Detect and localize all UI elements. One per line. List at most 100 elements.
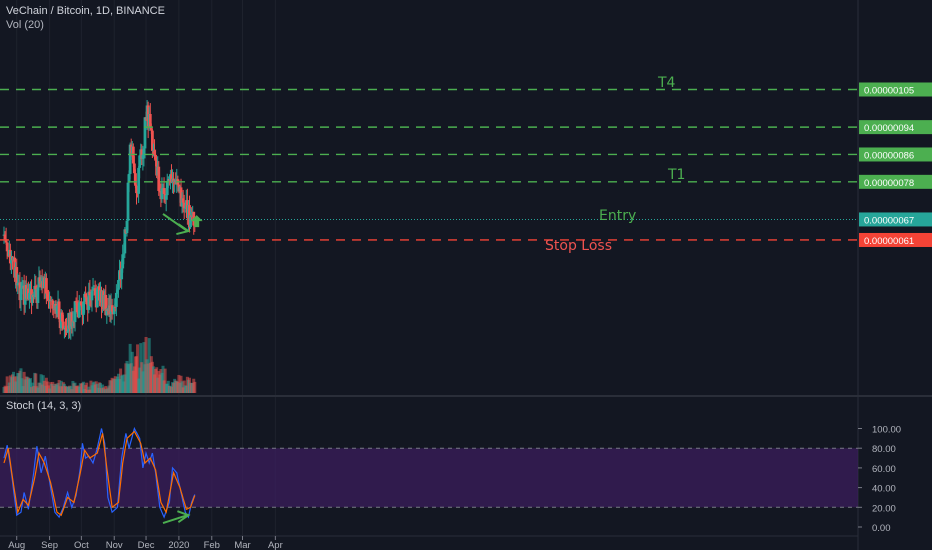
level-price-tag [859, 82, 932, 97]
candle [71, 311, 75, 337]
volume-bar [161, 365, 165, 393]
candle [57, 298, 61, 323]
last-price-tag [859, 212, 932, 227]
entry-arrow-icon[interactable] [190, 215, 203, 228]
candle [61, 314, 65, 330]
time-tick-label: 2020 [168, 540, 189, 550]
candle [51, 298, 55, 316]
volume-bar [163, 368, 167, 393]
candle [82, 301, 85, 324]
level-price-label: 0.00000086 [864, 150, 914, 161]
volume-bar [39, 374, 43, 393]
candle [70, 307, 74, 334]
stoch-divergence-arrowhead [177, 510, 191, 523]
time-tick-label: Mar [234, 540, 250, 550]
candle [143, 117, 147, 159]
candle [95, 287, 99, 308]
time-tick-label: Apr [268, 540, 283, 550]
candle [135, 184, 138, 205]
candle [20, 277, 24, 295]
level-price-tag [859, 232, 932, 247]
candle [182, 194, 186, 219]
candle [137, 166, 141, 203]
time-tick-label: Oct [74, 540, 89, 550]
candle [125, 219, 129, 237]
candle [181, 189, 185, 213]
volume-bar [34, 373, 38, 393]
candle [15, 258, 19, 292]
candle [158, 180, 162, 193]
candle [47, 289, 50, 309]
volume-bar [98, 382, 102, 393]
candle [90, 286, 94, 312]
candle [16, 273, 20, 295]
level-price-label: 0.00000105 [864, 86, 914, 97]
candle [55, 305, 59, 318]
candle [77, 295, 81, 319]
stoch-divergence-line [162, 514, 188, 525]
volume-bar [193, 381, 197, 393]
level-price-tag [859, 147, 932, 162]
symbol-legend: VeChain / Bitcoin, 1D, BINANCE [6, 5, 165, 17]
candle [151, 129, 154, 158]
candle [189, 208, 192, 229]
candle [138, 154, 142, 179]
volume-bar [29, 378, 32, 393]
time-tick-label: Feb [204, 540, 220, 550]
volume-bar [136, 344, 140, 393]
volume-bars [2, 336, 197, 393]
level-price-label: 0.00000094 [864, 123, 914, 134]
candle [75, 290, 79, 314]
candle [157, 161, 161, 196]
divergence-arrows[interactable] [162, 213, 191, 525]
candle [91, 277, 95, 296]
candle [34, 275, 38, 290]
candle [65, 317, 68, 336]
time-tick-label: Nov [106, 540, 123, 550]
stop-loss-label: Stop Loss [545, 238, 612, 254]
candlesticks [2, 99, 197, 340]
candle [88, 279, 92, 307]
stoch-tick-label: 40.00 [872, 484, 896, 495]
stoch-band [0, 448, 858, 508]
stoch-d-line [3, 430, 196, 517]
entry-label: Entry [599, 208, 637, 224]
stoch-tick-label: 0.00 [872, 523, 891, 534]
candle [19, 281, 23, 311]
candle [73, 300, 77, 332]
last-price-label: 0.00000067 [864, 215, 914, 226]
candle [93, 280, 97, 299]
candle [85, 292, 89, 306]
stoch-tick-label: 100.00 [872, 425, 901, 436]
level-price-tag [859, 120, 932, 135]
time-tick-label: Dec [138, 540, 155, 550]
target-t1-label: T1 [668, 167, 686, 183]
candle [5, 241, 9, 260]
volume-bar [5, 376, 9, 393]
stoch-legend: Stoch (14, 3, 3) [6, 400, 82, 412]
candle [134, 169, 137, 189]
time-tick-label: Aug [8, 540, 25, 550]
level-price-label: 0.00000061 [864, 236, 914, 247]
candle [142, 146, 146, 167]
stoch-tick-label: 80.00 [872, 444, 896, 455]
level-price-label: 0.00000078 [864, 178, 914, 189]
candle [148, 103, 152, 130]
candle [126, 174, 130, 231]
candle [64, 318, 67, 338]
candle [112, 298, 116, 326]
level-price-tag [859, 174, 932, 189]
candle [38, 270, 42, 288]
volume-legend: Vol (20) [6, 19, 44, 31]
candle [87, 282, 91, 314]
volume-bar [20, 378, 24, 393]
target-t4-label: T4 [658, 75, 676, 91]
candle [84, 286, 88, 299]
candle [28, 283, 31, 309]
candle [114, 284, 118, 317]
stoch-tick-label: 60.00 [872, 464, 896, 475]
stoch-tick-label: 20.00 [872, 503, 896, 514]
volume-bar [180, 381, 184, 393]
volume-bar [82, 381, 85, 393]
